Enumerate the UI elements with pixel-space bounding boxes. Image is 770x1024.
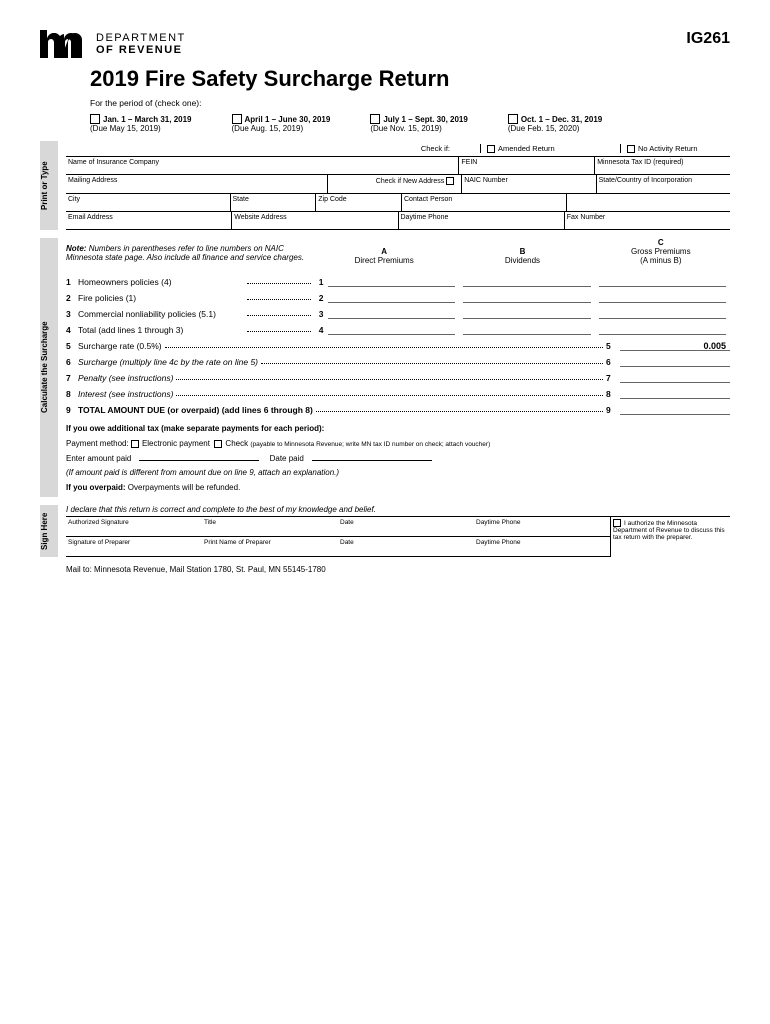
- page-title: 2019 Fire Safety Surcharge Return: [90, 66, 730, 92]
- date-paid-field[interactable]: [312, 460, 432, 461]
- city-field[interactable]: City: [66, 194, 231, 211]
- company-field[interactable]: Name of Insurance Company: [66, 157, 459, 174]
- line-7: 7Penalty (see instructions)7: [66, 373, 730, 383]
- checkbox-electronic[interactable]: [131, 440, 139, 448]
- col-b-header: BDividends: [453, 247, 591, 265]
- sign-section: Sign Here I declare that this return is …: [40, 505, 730, 557]
- amended-option[interactable]: Amended Return: [480, 144, 590, 153]
- line8-value[interactable]: [620, 389, 730, 399]
- contact-field[interactable]: Contact Person: [402, 194, 567, 211]
- line1-c[interactable]: [599, 277, 727, 287]
- line3-a[interactable]: [328, 309, 456, 319]
- calc-note: Note: Numbers in parentheses refer to li…: [66, 238, 315, 271]
- calculate-section: Calculate the Surcharge Note: Numbers in…: [40, 238, 730, 497]
- checkbox-q4[interactable]: [508, 114, 518, 124]
- line2-a[interactable]: [328, 293, 456, 303]
- period-options: Jan. 1 – March 31, 2019(Due May 15, 2019…: [90, 114, 730, 133]
- mntax-field[interactable]: Minnesota Tax ID (required): [595, 157, 730, 174]
- period-instruction: For the period of (check one):: [90, 98, 730, 108]
- authorize-box[interactable]: I authorize the Minnesota Department of …: [610, 517, 730, 557]
- dayphone2-field[interactable]: Daytime Phone: [474, 537, 610, 556]
- mn-logo-icon: [40, 30, 88, 58]
- line-4: 4Total (add lines 1 through 3)4: [66, 325, 730, 335]
- line7-value[interactable]: [620, 373, 730, 383]
- col-c-header: CGross Premiums(A minus B): [592, 238, 730, 265]
- title-field[interactable]: Title: [202, 517, 338, 536]
- checkbox-q3[interactable]: [370, 114, 380, 124]
- logo-block: DEPARTMENT OF REVENUE: [40, 30, 186, 58]
- line5-value: 0.005: [620, 341, 730, 351]
- date2-field[interactable]: Date: [338, 537, 474, 556]
- dept-name: DEPARTMENT OF REVENUE: [96, 32, 186, 56]
- checkbox-check[interactable]: [214, 440, 222, 448]
- checkbox-authorize[interactable]: [613, 519, 621, 527]
- line6-value[interactable]: [620, 357, 730, 367]
- line3-b[interactable]: [463, 309, 591, 319]
- line1-b[interactable]: [463, 277, 591, 287]
- diff-note: (If amount paid is different from amount…: [66, 467, 730, 480]
- fax-field[interactable]: Fax Number: [565, 212, 730, 229]
- website-field[interactable]: Website Address: [232, 212, 398, 229]
- dayphone-field[interactable]: Daytime Phone: [399, 212, 565, 229]
- stateinc-field[interactable]: State/Country of Incorporation: [597, 175, 730, 193]
- mailing-field[interactable]: Mailing Address: [66, 175, 328, 193]
- zip-field[interactable]: Zip Code: [316, 194, 402, 211]
- preparer-sig-field[interactable]: Signature of Preparer: [66, 537, 202, 556]
- line-9: 9TOTAL AMOUNT DUE (or overpaid) (add lin…: [66, 405, 730, 415]
- amount-paid-field[interactable]: [139, 460, 259, 461]
- date-field[interactable]: Date: [338, 517, 474, 536]
- preparer-name-field[interactable]: Print Name of Preparer: [202, 537, 338, 556]
- line-8: 8Interest (see instructions)8: [66, 389, 730, 399]
- spacer-cell: [567, 194, 731, 211]
- state-field[interactable]: State: [231, 194, 317, 211]
- tab-print: Print or Type: [40, 141, 58, 230]
- dept-line2: OF REVENUE: [96, 44, 186, 56]
- tab-calc: Calculate the Surcharge: [40, 238, 58, 497]
- line4-a[interactable]: [328, 325, 456, 335]
- email-field[interactable]: Email Address: [66, 212, 232, 229]
- check-if-row: Check if: Amended Return No Activity Ret…: [66, 141, 730, 157]
- period-q3[interactable]: July 1 – Sept. 30, 2019(Due Nov. 15, 201…: [370, 114, 468, 133]
- newaddr-field[interactable]: Check if New Address: [328, 175, 462, 193]
- line2-b[interactable]: [463, 293, 591, 303]
- line-3: 3Commercial nonliability policies (5.1)3: [66, 309, 730, 319]
- period-q1[interactable]: Jan. 1 – March 31, 2019(Due May 15, 2019…: [90, 114, 192, 133]
- owe-label: If you owe additional tax (make separate…: [66, 424, 324, 433]
- line-6: 6Surcharge (multiply line 4c by the rate…: [66, 357, 730, 367]
- line-5: 5Surcharge rate (0.5%)50.005: [66, 341, 730, 351]
- period-q4[interactable]: Oct. 1 – Dec. 31, 2019(Due Feb. 15, 2020…: [508, 114, 602, 133]
- payment-block: If you owe additional tax (make separate…: [66, 423, 730, 495]
- dayphone-sig-field[interactable]: Daytime Phone: [474, 517, 610, 536]
- line2-c[interactable]: [599, 293, 727, 303]
- form-code: IG261: [686, 30, 730, 48]
- fein-field[interactable]: FEIN: [459, 157, 595, 174]
- line-2: 2Fire policies (1)2: [66, 293, 730, 303]
- line4-c[interactable]: [599, 325, 727, 335]
- declaration: I declare that this return is correct an…: [66, 505, 730, 517]
- tab-sign: Sign Here: [40, 505, 58, 557]
- check-if-label: Check if:: [421, 144, 450, 153]
- period-q2[interactable]: April 1 – June 30, 2019(Due Aug. 15, 201…: [232, 114, 331, 133]
- amount-paid-row: Enter amount paid Date paid: [66, 453, 730, 466]
- line1-a[interactable]: [328, 277, 456, 287]
- page-header: DEPARTMENT OF REVENUE IG261: [40, 30, 730, 58]
- dept-line1: DEPARTMENT: [96, 32, 186, 44]
- line3-c[interactable]: [599, 309, 727, 319]
- mail-to: Mail to: Minnesota Revenue, Mail Station…: [66, 565, 730, 574]
- company-info-section: Print or Type Check if: Amended Return N…: [40, 141, 730, 230]
- line9-value[interactable]: [620, 405, 730, 415]
- checkbox-q1[interactable]: [90, 114, 100, 124]
- line4-b[interactable]: [463, 325, 591, 335]
- col-a-header: ADirect Premiums: [315, 247, 453, 265]
- line-1: 1Homeowners policies (4)1: [66, 277, 730, 287]
- payment-method-row: Payment method: Electronic payment Check…: [66, 438, 730, 451]
- overpaid-row: If you overpaid: Overpayments will be re…: [66, 482, 730, 495]
- naic-field[interactable]: NAIC Number: [462, 175, 596, 193]
- auth-sig-field[interactable]: Authorized Signature: [66, 517, 202, 536]
- checkbox-q2[interactable]: [232, 114, 242, 124]
- noactivity-option[interactable]: No Activity Return: [620, 144, 730, 153]
